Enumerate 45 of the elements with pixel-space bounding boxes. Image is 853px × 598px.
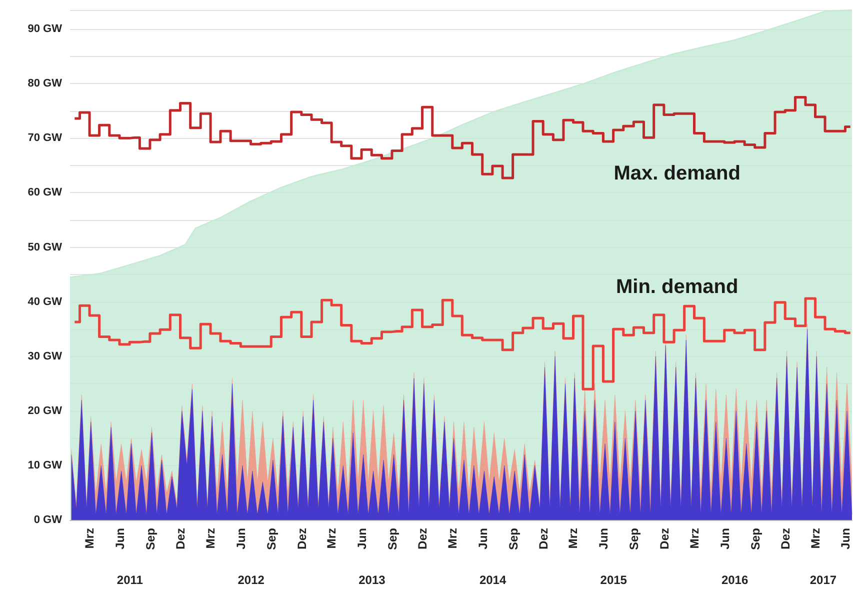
x2-tick-label: 2014 bbox=[479, 573, 506, 587]
x-tick-label: Dez bbox=[416, 528, 430, 550]
x-tick-label: Jun bbox=[234, 528, 248, 550]
x2-tick-label: 2015 bbox=[600, 573, 628, 587]
x2-tick-label: 2011 bbox=[116, 573, 144, 587]
y-tick-label: 70 GW bbox=[28, 132, 63, 144]
x-tick-label: Mrz bbox=[82, 528, 97, 549]
y-tick-label: 20 GW bbox=[28, 404, 63, 417]
x-tick-label: Mrz bbox=[324, 528, 339, 549]
y-tick-label: 0 GW bbox=[34, 514, 63, 526]
x-tick-label: Sep bbox=[748, 528, 762, 550]
x2-tick-label: 2017 bbox=[810, 573, 837, 587]
x-tick-label: Jun bbox=[112, 528, 127, 550]
x2-tick-label: 2016 bbox=[721, 573, 748, 587]
x-tick-label: Sep bbox=[627, 528, 642, 550]
y-tick-label: 40 GW bbox=[28, 296, 63, 308]
x-tick-label: Jun bbox=[718, 528, 732, 550]
x-tick-label: Jun bbox=[838, 528, 853, 550]
x-tick-label: Sep bbox=[264, 528, 279, 550]
y-tick-label: 80 GW bbox=[28, 78, 63, 90]
y-tick-label: 90 GW bbox=[28, 23, 63, 36]
y-tick-label: 50 GW bbox=[28, 241, 63, 254]
annotation: Max. demand bbox=[614, 162, 740, 184]
x-tick-label: Dez bbox=[294, 528, 309, 550]
x-tick-label: Mrz bbox=[204, 528, 218, 549]
annotation: Min. demand bbox=[616, 276, 738, 298]
x-tick-label: Mrz bbox=[445, 528, 460, 549]
x-tick-label: Sep bbox=[143, 528, 158, 550]
x-tick-label: Dez bbox=[174, 528, 188, 550]
x-tick-label: Jun bbox=[596, 528, 611, 550]
y-tick-label: 60 GW bbox=[28, 186, 63, 199]
x-tick-label: Dez bbox=[657, 528, 672, 550]
x-tick-label: Dez bbox=[778, 528, 792, 550]
x2-tick-label: 2013 bbox=[358, 573, 386, 587]
x-tick-label: Jun bbox=[355, 528, 370, 550]
y-tick-label: 30 GW bbox=[28, 350, 63, 362]
x-tick-label: Mrz bbox=[687, 528, 702, 549]
y-tick-label: 10 GW bbox=[28, 459, 63, 472]
x-tick-label: Mrz bbox=[808, 528, 822, 549]
x-tick-label: Mrz bbox=[566, 528, 580, 549]
x2-tick-label: 2012 bbox=[238, 573, 265, 587]
x-tick-label: Jun bbox=[476, 528, 490, 550]
x-tick-label: Dez bbox=[536, 528, 550, 550]
x-tick-label: Sep bbox=[385, 528, 400, 550]
x-tick-label: Sep bbox=[506, 528, 520, 550]
